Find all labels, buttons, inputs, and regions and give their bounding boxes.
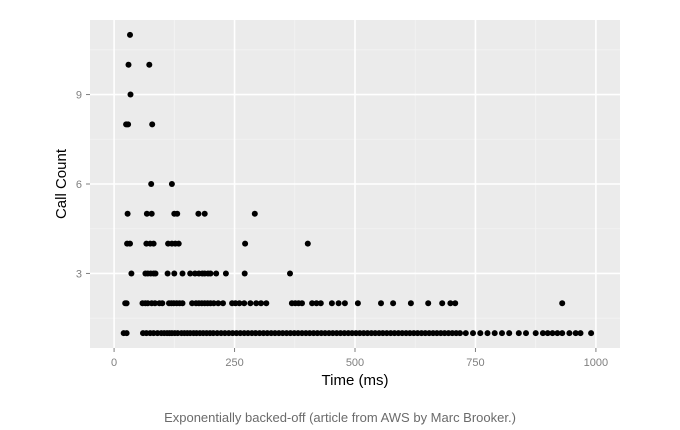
axis-ticks	[86, 94, 597, 352]
data-point	[128, 270, 135, 277]
data-point	[253, 300, 260, 307]
data-point	[477, 330, 484, 337]
data-point	[124, 210, 131, 217]
data-point	[241, 300, 248, 307]
data-point	[506, 330, 513, 337]
data-point	[123, 300, 130, 307]
data-point	[452, 300, 459, 307]
data-point	[484, 330, 491, 337]
data-point	[215, 300, 222, 307]
data-point	[143, 210, 150, 217]
data-point	[127, 31, 133, 38]
data-point	[207, 270, 214, 277]
data-point	[179, 270, 186, 277]
data-point	[195, 210, 202, 217]
data-point	[491, 330, 498, 337]
data-point	[559, 330, 566, 337]
data-point	[539, 330, 546, 337]
data-point	[439, 300, 446, 307]
data-point	[407, 300, 414, 307]
data-point	[175, 240, 182, 247]
data-point	[263, 300, 270, 307]
y-axis-title: Call Count	[53, 148, 70, 219]
data-point	[213, 270, 220, 277]
data-point	[544, 330, 551, 337]
data-point	[174, 210, 181, 217]
data-point	[168, 181, 175, 187]
data-point	[222, 270, 229, 277]
y-tick-label: 6	[76, 179, 82, 191]
x-tick-label: 250	[225, 357, 243, 369]
data-point	[127, 240, 133, 247]
data-point	[554, 330, 561, 337]
data-point	[148, 181, 155, 187]
y-tick-label: 9	[76, 90, 82, 102]
data-point	[159, 300, 166, 307]
data-point	[125, 121, 132, 128]
data-point	[152, 300, 158, 307]
data-point	[470, 330, 476, 337]
data-point	[523, 330, 529, 337]
data-point	[242, 240, 249, 247]
data-point	[549, 330, 556, 337]
data-point	[304, 240, 311, 247]
data-point	[317, 300, 324, 307]
data-point	[236, 300, 243, 307]
figure-caption: Exponentially backed-off (article from A…	[164, 410, 516, 425]
data-point	[313, 300, 320, 307]
x-tick-label: 750	[466, 357, 484, 369]
data-point	[287, 270, 293, 277]
data-point	[559, 300, 566, 307]
data-point	[201, 210, 208, 217]
x-tick-label: 0	[111, 357, 117, 369]
data-point	[125, 61, 132, 68]
data-point	[210, 300, 217, 307]
data-point	[251, 210, 258, 217]
data-point	[354, 300, 361, 307]
data-point	[390, 300, 397, 307]
data-point	[164, 270, 171, 277]
scatter-chart: 0 250 500 750 1000 3 6 9 Time (ms) Call Count	[53, 20, 620, 389]
data-point	[328, 300, 335, 307]
data-point	[425, 300, 432, 307]
data-point	[499, 330, 505, 337]
data-point	[335, 300, 342, 307]
data-point	[150, 240, 157, 247]
x-tick-label: 1000	[584, 357, 608, 369]
x-axis-title: Time (ms)	[322, 372, 389, 389]
data-point	[258, 300, 264, 307]
data-point	[566, 330, 573, 337]
data-point	[149, 121, 156, 128]
data-point	[462, 330, 469, 337]
data-point	[378, 300, 384, 307]
data-point	[127, 91, 134, 98]
data-point	[146, 61, 153, 68]
data-point	[123, 330, 130, 337]
y-tick-label: 3	[76, 268, 82, 280]
data-point	[577, 330, 584, 337]
data-point	[447, 300, 454, 307]
tick-labels: 0 250 500 750 1000 3 6 9	[76, 90, 608, 369]
data-point	[457, 330, 463, 337]
data-point	[515, 330, 522, 337]
data-point	[532, 330, 539, 337]
data-point	[299, 300, 305, 307]
data-point	[187, 270, 194, 277]
data-point	[572, 330, 579, 337]
data-point	[247, 300, 254, 307]
data-points	[120, 31, 595, 337]
data-point	[309, 300, 316, 307]
data-point	[341, 300, 348, 307]
data-point	[241, 270, 248, 277]
data-point	[152, 270, 159, 277]
gridlines	[90, 20, 620, 348]
data-point	[588, 330, 595, 337]
data-point	[171, 270, 178, 277]
data-point	[179, 300, 186, 307]
x-tick-label: 500	[346, 357, 364, 369]
data-point	[220, 300, 226, 307]
data-point	[148, 210, 155, 217]
